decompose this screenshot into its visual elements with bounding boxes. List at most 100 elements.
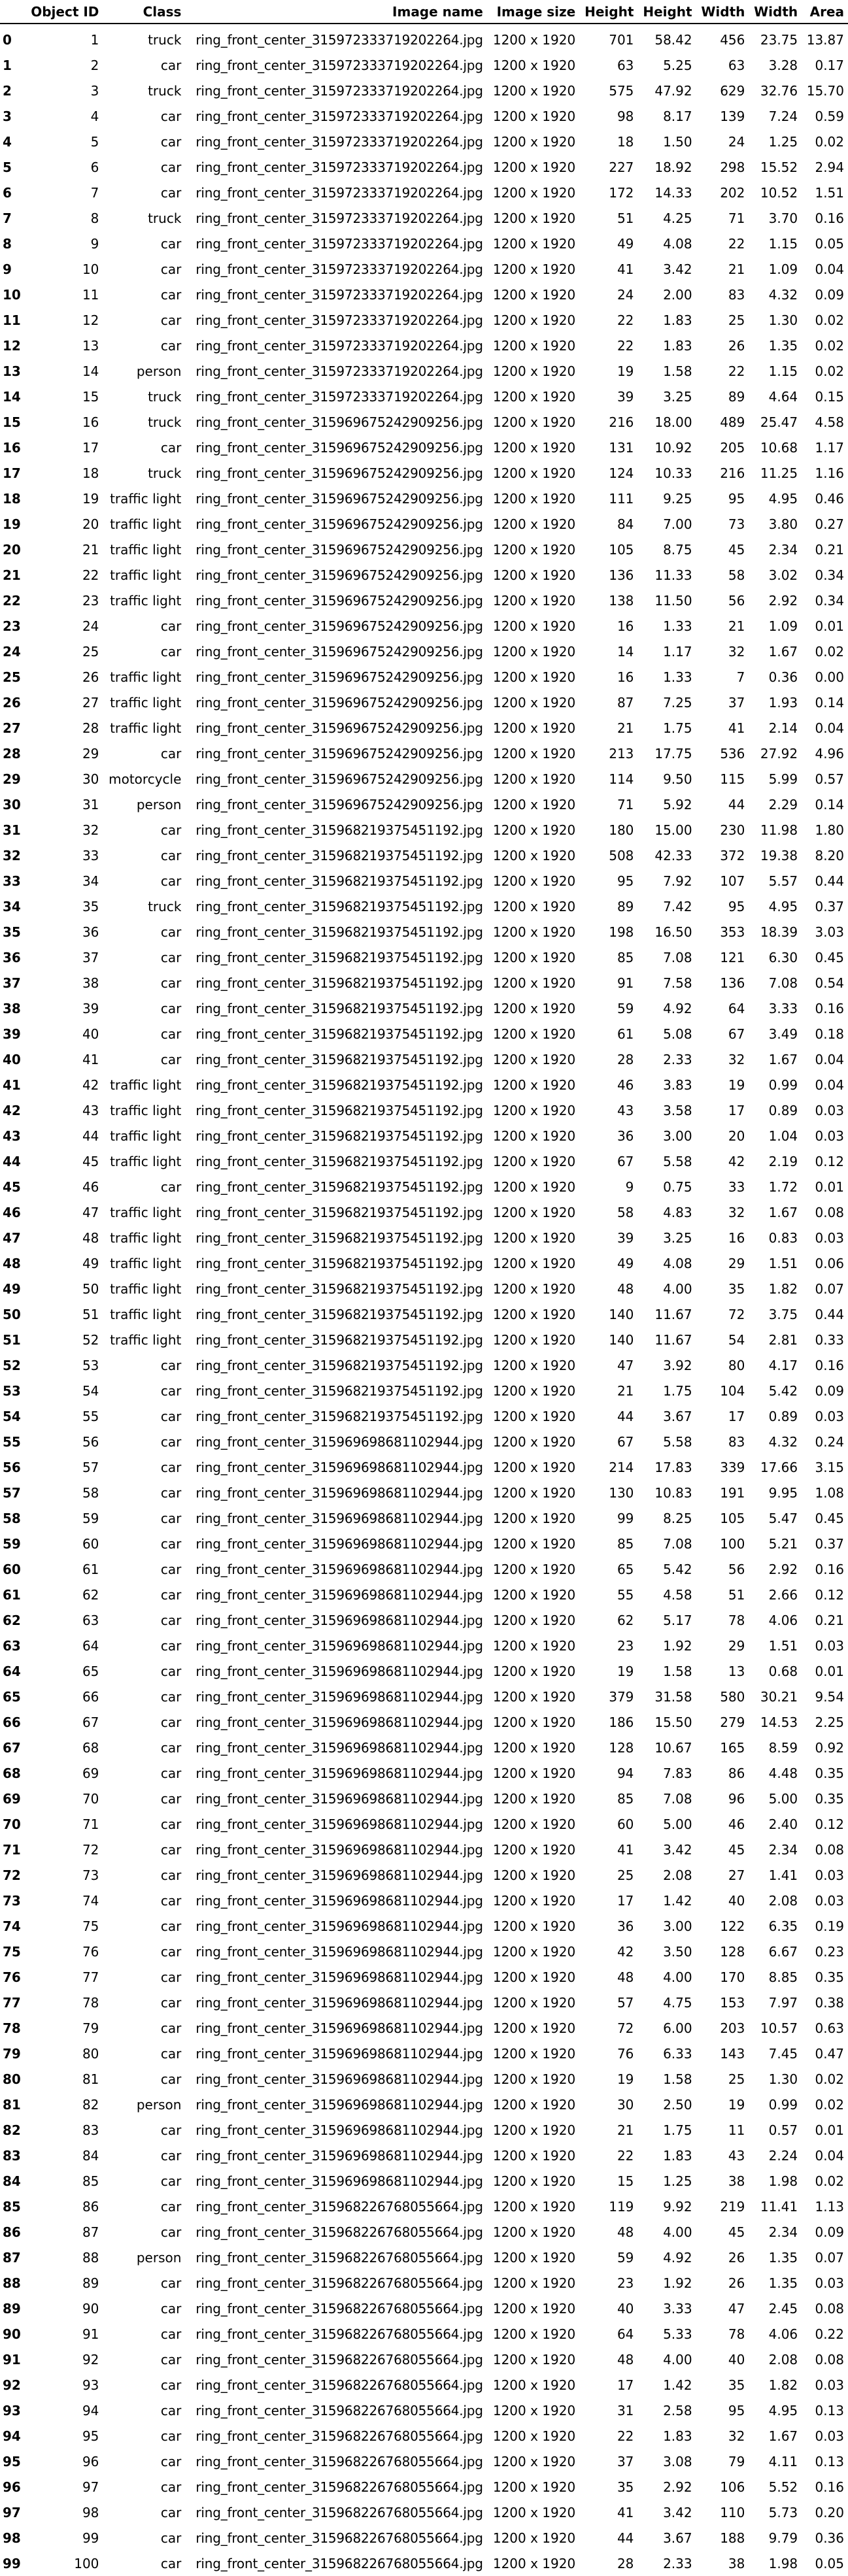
image-size-cell: 1200 x 1920 [492,720,576,736]
height-px-cell: 23 [617,1637,634,1654]
row-index: 18 [3,490,21,507]
table-row: 40 41 car ring_front_center_315968219375451… [0,1046,848,1072]
area-cell: 0.19 [815,1918,844,1934]
height-px-cell: 72 [617,2020,634,2036]
table-row: 74 75 car ring_front_center_315969698681102… [0,1913,848,1939]
object-id-cell: 39 [82,1000,99,1016]
width-px-cell: 63 [728,57,745,73]
area-cell: 0.44 [815,1306,844,1322]
object-id-cell: 49 [82,1255,99,1271]
height-px-cell: 62 [617,1612,634,1628]
image-size-cell: 1200 x 1920 [492,2122,576,2138]
image-name-cell: ring_front_center_315968226768055664.jpg [195,2453,483,2469]
height-px-cell: 71 [617,796,634,812]
object-id-cell: 29 [82,745,99,761]
image-size-cell: 1200 x 1920 [492,1128,576,1144]
image-name-cell: ring_front_center_315969675242909256.jpg [195,439,483,456]
image-size-cell: 1200 x 1920 [492,1867,576,1883]
object-id-cell: 43 [82,1102,99,1118]
height-pct-cell: 2.33 [663,2555,692,2571]
height-pct-cell: 3.08 [663,2453,692,2469]
width-px-cell: 110 [720,2504,745,2520]
row-index: 85 [3,2198,21,2215]
image-size-cell: 1200 x 1920 [492,924,576,940]
table-row: 65 66 car ring_front_center_315969698681102… [0,1684,848,1709]
width-pct-cell: 3.02 [768,567,798,583]
height-pct-cell: 18.92 [654,159,692,175]
area-cell: 15.70 [806,82,844,99]
area-cell: 0.35 [815,1969,844,1985]
area-cell: 0.12 [815,1153,844,1169]
area-cell: 0.03 [815,1102,844,1118]
object-id-cell: 30 [82,771,99,787]
row-index: 70 [3,1816,21,1832]
row-index: 35 [3,924,21,940]
width-pct-cell: 1.15 [768,363,798,379]
width-pct-cell: 2.34 [768,1841,798,1858]
table-row: 89 90 car ring_front_center_315968226768055… [0,2296,848,2321]
row-index: 49 [3,1280,21,1297]
row-index: 30 [3,796,21,812]
area-cell: 0.04 [815,1051,844,1067]
height-pct-cell: 3.33 [663,2300,692,2317]
area-cell: 0.03 [815,2428,844,2444]
object-id-cell: 77 [82,1969,99,1985]
table-row: 42 43 traffic light ring_front_center_31596… [0,1097,848,1123]
object-id-cell: 50 [82,1280,99,1297]
width-px-cell: 35 [728,2377,745,2393]
area-cell: 0.08 [815,2300,844,2317]
object-id-cell: 75 [82,1918,99,1934]
height-pct-cell: 2.92 [663,2479,692,2495]
object-id-cell: 45 [82,1153,99,1169]
height-px-cell: 64 [617,2326,634,2342]
area-cell: 0.37 [815,898,844,914]
image-name-cell: ring_front_center_315968219375451192.jpg [195,1255,483,1271]
area-cell: 0.16 [815,210,844,226]
width-pct-cell: 7.45 [768,2045,798,2062]
image-size-cell: 1200 x 1920 [492,2020,576,2036]
width-pct-cell: 2.81 [768,1331,798,1348]
row-index: 12 [3,337,21,354]
table-row: 48 49 traffic light ring_front_center_31596… [0,1250,848,1276]
image-size-cell: 1200 x 1920 [492,1229,576,1246]
image-name-cell: ring_front_center_315968226768055664.jpg [195,2300,483,2317]
width-pct-cell: 1.41 [768,1867,798,1883]
area-cell: 0.03 [815,1408,844,1424]
height-px-cell: 575 [609,82,634,99]
height-px-cell: 58 [617,1204,634,1220]
object-id-cell: 26 [82,669,99,685]
height-pct-cell: 3.83 [663,1077,692,1093]
object-id-cell: 38 [82,975,99,991]
height-pct-cell: 5.33 [663,2326,692,2342]
width-px-cell: 205 [720,439,745,456]
width-pct-cell: 2.29 [768,796,798,812]
table-row: 44 45 traffic light ring_front_center_31596… [0,1148,848,1174]
row-index: 64 [3,1663,21,1679]
width-px-cell: 128 [720,1943,745,1960]
table-row: 25 26 traffic light ring_front_center_31596… [0,664,848,690]
object-id-cell: 69 [82,1765,99,1781]
height-pct-cell: 4.25 [663,210,692,226]
height-pct-cell: 11.67 [654,1306,692,1322]
image-name-cell: ring_front_center_315969698681102944.jpg [195,1765,483,1781]
height-pct-cell: 1.50 [663,133,692,150]
width-px-cell: 17 [728,1408,745,1424]
height-pct-cell: 3.25 [663,1229,692,1246]
object-id-cell: 67 [82,1714,99,1730]
image-size-cell: 1200 x 1920 [492,312,576,328]
height-pct-cell: 8.25 [663,1510,692,1526]
height-pct-cell: 17.83 [654,1459,692,1475]
width-px-cell: 25 [728,2071,745,2087]
area-cell: 1.51 [815,184,844,201]
image-size-cell: 1200 x 1920 [492,108,576,124]
height-px-cell: 49 [617,235,634,252]
row-index: 54 [3,1408,21,1424]
object-id-cell: 28 [82,720,99,736]
height-px-cell: 22 [617,312,634,328]
object-id-cell: 21 [82,541,99,558]
height-pct-cell: 4.75 [663,1994,692,2011]
width-pct-cell: 2.92 [768,1561,798,1577]
height-px-cell: 19 [617,363,634,379]
table-row: 51 52 traffic light ring_front_center_31596… [0,1327,848,1352]
area-cell: 0.09 [815,286,844,303]
